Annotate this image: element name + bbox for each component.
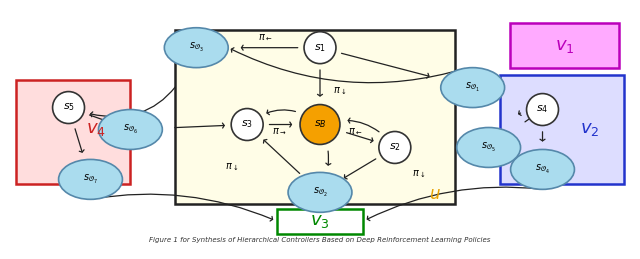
Circle shape [527, 93, 559, 126]
Text: $s_{\mathcal{O}_2}$: $s_{\mathcal{O}_2}$ [313, 186, 327, 199]
Text: $s_B$: $s_B$ [314, 119, 326, 131]
Ellipse shape [164, 28, 228, 68]
Text: $\pi_{\downarrow}$: $\pi_{\downarrow}$ [225, 162, 239, 173]
Text: $\pi_{\downarrow}$: $\pi_{\downarrow}$ [412, 169, 426, 180]
Text: $s_{\mathcal{O}_7}$: $s_{\mathcal{O}_7}$ [83, 173, 98, 186]
Ellipse shape [457, 127, 520, 167]
Circle shape [231, 109, 263, 140]
Circle shape [304, 32, 336, 64]
Circle shape [52, 92, 84, 124]
Ellipse shape [99, 110, 163, 149]
FancyBboxPatch shape [509, 23, 620, 68]
Text: $v_1$: $v_1$ [555, 37, 574, 55]
Text: $s_{\mathcal{O}_5}$: $s_{\mathcal{O}_5}$ [481, 141, 496, 154]
Text: $s_5$: $s_5$ [63, 102, 75, 113]
Text: $s_1$: $s_1$ [314, 42, 326, 54]
Text: $s_{\mathcal{O}_4}$: $s_{\mathcal{O}_4}$ [535, 163, 550, 176]
Text: $s_2$: $s_2$ [389, 142, 401, 153]
Ellipse shape [511, 149, 575, 189]
Text: $s_{\mathcal{O}_1}$: $s_{\mathcal{O}_1}$ [465, 81, 480, 94]
Circle shape [379, 132, 411, 163]
Text: $s_{\mathcal{O}_3}$: $s_{\mathcal{O}_3}$ [189, 41, 204, 54]
Text: $\pi_{\leftarrow}$: $\pi_{\leftarrow}$ [258, 33, 273, 43]
Ellipse shape [288, 172, 352, 212]
Text: $u$: $u$ [429, 185, 441, 203]
Text: $s_{\mathcal{O}_6}$: $s_{\mathcal{O}_6}$ [123, 123, 138, 136]
Ellipse shape [441, 68, 504, 107]
Text: $v_4$: $v_4$ [86, 120, 106, 139]
Circle shape [300, 105, 340, 145]
Text: $\pi_{\rightarrow}$: $\pi_{\rightarrow}$ [272, 126, 287, 136]
FancyBboxPatch shape [277, 209, 363, 234]
Text: $s_4$: $s_4$ [536, 104, 548, 116]
FancyBboxPatch shape [500, 75, 625, 184]
Text: $s_3$: $s_3$ [241, 119, 253, 131]
Text: $\pi_{\downarrow}$: $\pi_{\downarrow}$ [333, 86, 346, 97]
Text: $v_2$: $v_2$ [580, 120, 599, 139]
Ellipse shape [59, 160, 122, 199]
FancyBboxPatch shape [175, 30, 454, 204]
Text: Figure 1 for Synthesis of Hierarchical Controllers Based on Deep Reinforcement L: Figure 1 for Synthesis of Hierarchical C… [149, 237, 491, 243]
Text: $\pi_{\leftarrow}$: $\pi_{\leftarrow}$ [348, 126, 363, 136]
FancyBboxPatch shape [15, 80, 131, 184]
Text: $v_3$: $v_3$ [310, 212, 330, 230]
